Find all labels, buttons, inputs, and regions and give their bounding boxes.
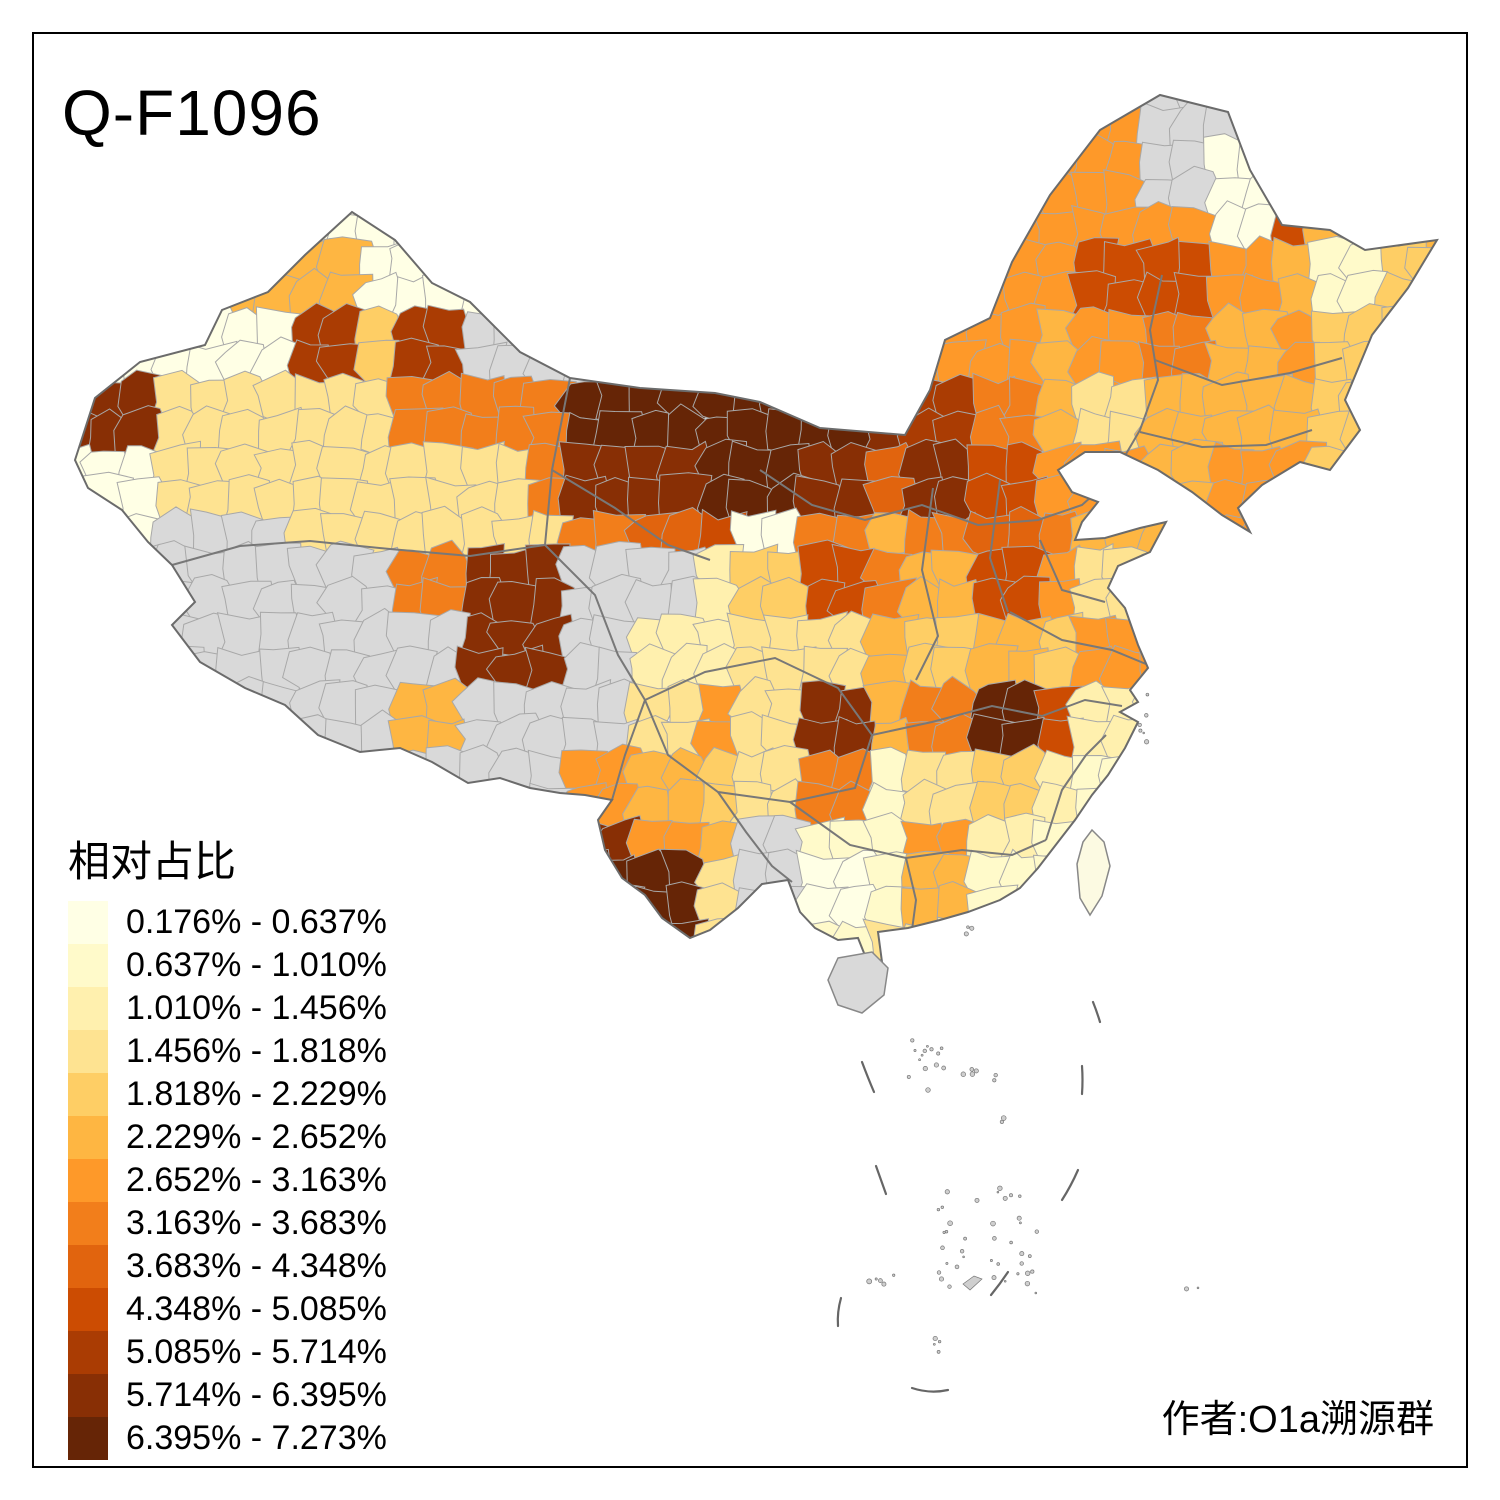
taiwan-island: [1076, 828, 1111, 917]
legend-item: 3.683% - 4.348%: [68, 1245, 387, 1288]
province-border: [1154, 357, 1343, 387]
legend-item: 6.395% - 7.273%: [68, 1417, 387, 1460]
legend-item: 0.637% - 1.010%: [68, 944, 387, 987]
page-title: Q-F1096: [62, 77, 322, 149]
province-border: [1045, 734, 1107, 841]
legend-item: 1.010% - 1.456%: [68, 987, 387, 1030]
legend-item: 0.176% - 0.637%: [68, 901, 387, 944]
hainan-island: [827, 951, 889, 1014]
legend-swatch: [68, 901, 108, 944]
legend: 相对占比 0.176% - 0.637% 0.637% - 1.010% 1.010…: [68, 828, 387, 1460]
legend-item: 2.652% - 3.163%: [68, 1159, 387, 1202]
legend-item: 1.456% - 1.818%: [68, 1030, 387, 1073]
legend-swatch: [68, 1374, 108, 1417]
legend-swatch: [68, 1202, 108, 1245]
legend-label: 3.163% - 3.683%: [126, 1204, 387, 1242]
province-border: [1039, 539, 1106, 603]
province-border: [759, 469, 1113, 527]
legend-swatch: [68, 1417, 108, 1460]
province-border: [1009, 611, 1147, 665]
legend-item: 5.714% - 6.395%: [68, 1374, 387, 1417]
legend-item: 4.348% - 5.085%: [68, 1288, 387, 1331]
legend-label: 5.085% - 5.714%: [126, 1333, 387, 1371]
sea-islands: [866, 692, 1200, 1354]
legend-label: 0.176% - 0.637%: [126, 903, 387, 941]
province-border: [171, 539, 546, 566]
legend-swatch: [68, 1159, 108, 1202]
legend-label: 2.652% - 3.163%: [126, 1161, 387, 1199]
province-border: [789, 801, 1047, 860]
province-border: [905, 857, 918, 931]
legend-swatch: [68, 1073, 108, 1116]
legend-label: 2.229% - 2.652%: [126, 1118, 387, 1156]
province-border: [611, 699, 646, 801]
legend-title: 相对占比: [68, 838, 237, 885]
legend-label: 0.637% - 1.010%: [126, 946, 387, 984]
province-border: [551, 469, 711, 561]
province-border: [544, 544, 646, 701]
province-border: [915, 487, 940, 681]
province-border: [1139, 429, 1313, 449]
legend-label: 5.714% - 6.395%: [126, 1376, 387, 1414]
author-credit: 作者:O1a溯源群: [1161, 1399, 1434, 1441]
legend-swatch: [68, 987, 108, 1030]
legend-swatch: [68, 1245, 108, 1288]
legend-label: 1.818% - 2.229%: [126, 1075, 387, 1113]
legend-swatch: [68, 1030, 108, 1073]
legend-label: 1.456% - 1.818%: [126, 1032, 387, 1070]
legend-item: 1.818% - 2.229%: [68, 1073, 387, 1116]
province-border: [1111, 274, 1163, 479]
legend-label: 1.010% - 1.456%: [126, 989, 387, 1027]
legend-label: 3.683% - 4.348%: [126, 1247, 387, 1285]
legend-label: 6.395% - 7.273%: [126, 1419, 387, 1457]
legend-item: 3.163% - 3.683%: [68, 1202, 387, 1245]
legend-label: 4.348% - 5.085%: [126, 1290, 387, 1328]
province-border: [644, 656, 874, 804]
legend-item: 2.229% - 2.652%: [68, 1116, 387, 1159]
legend-rows: 0.176% - 0.637% 0.637% - 1.010% 1.010% - 1…: [68, 901, 387, 1460]
legend-swatch: [68, 1331, 108, 1374]
legend-item: 5.085% - 5.714%: [68, 1331, 387, 1374]
legend-swatch: [68, 944, 108, 987]
legend-swatch: [68, 1288, 108, 1331]
province-border: [717, 791, 793, 883]
legend-swatch: [68, 1116, 108, 1159]
sea-boundary-dashes: [836, 1000, 1102, 1393]
country-outline: [73, 93, 1439, 964]
province-border: [871, 698, 1123, 736]
province-border: [988, 479, 1009, 613]
